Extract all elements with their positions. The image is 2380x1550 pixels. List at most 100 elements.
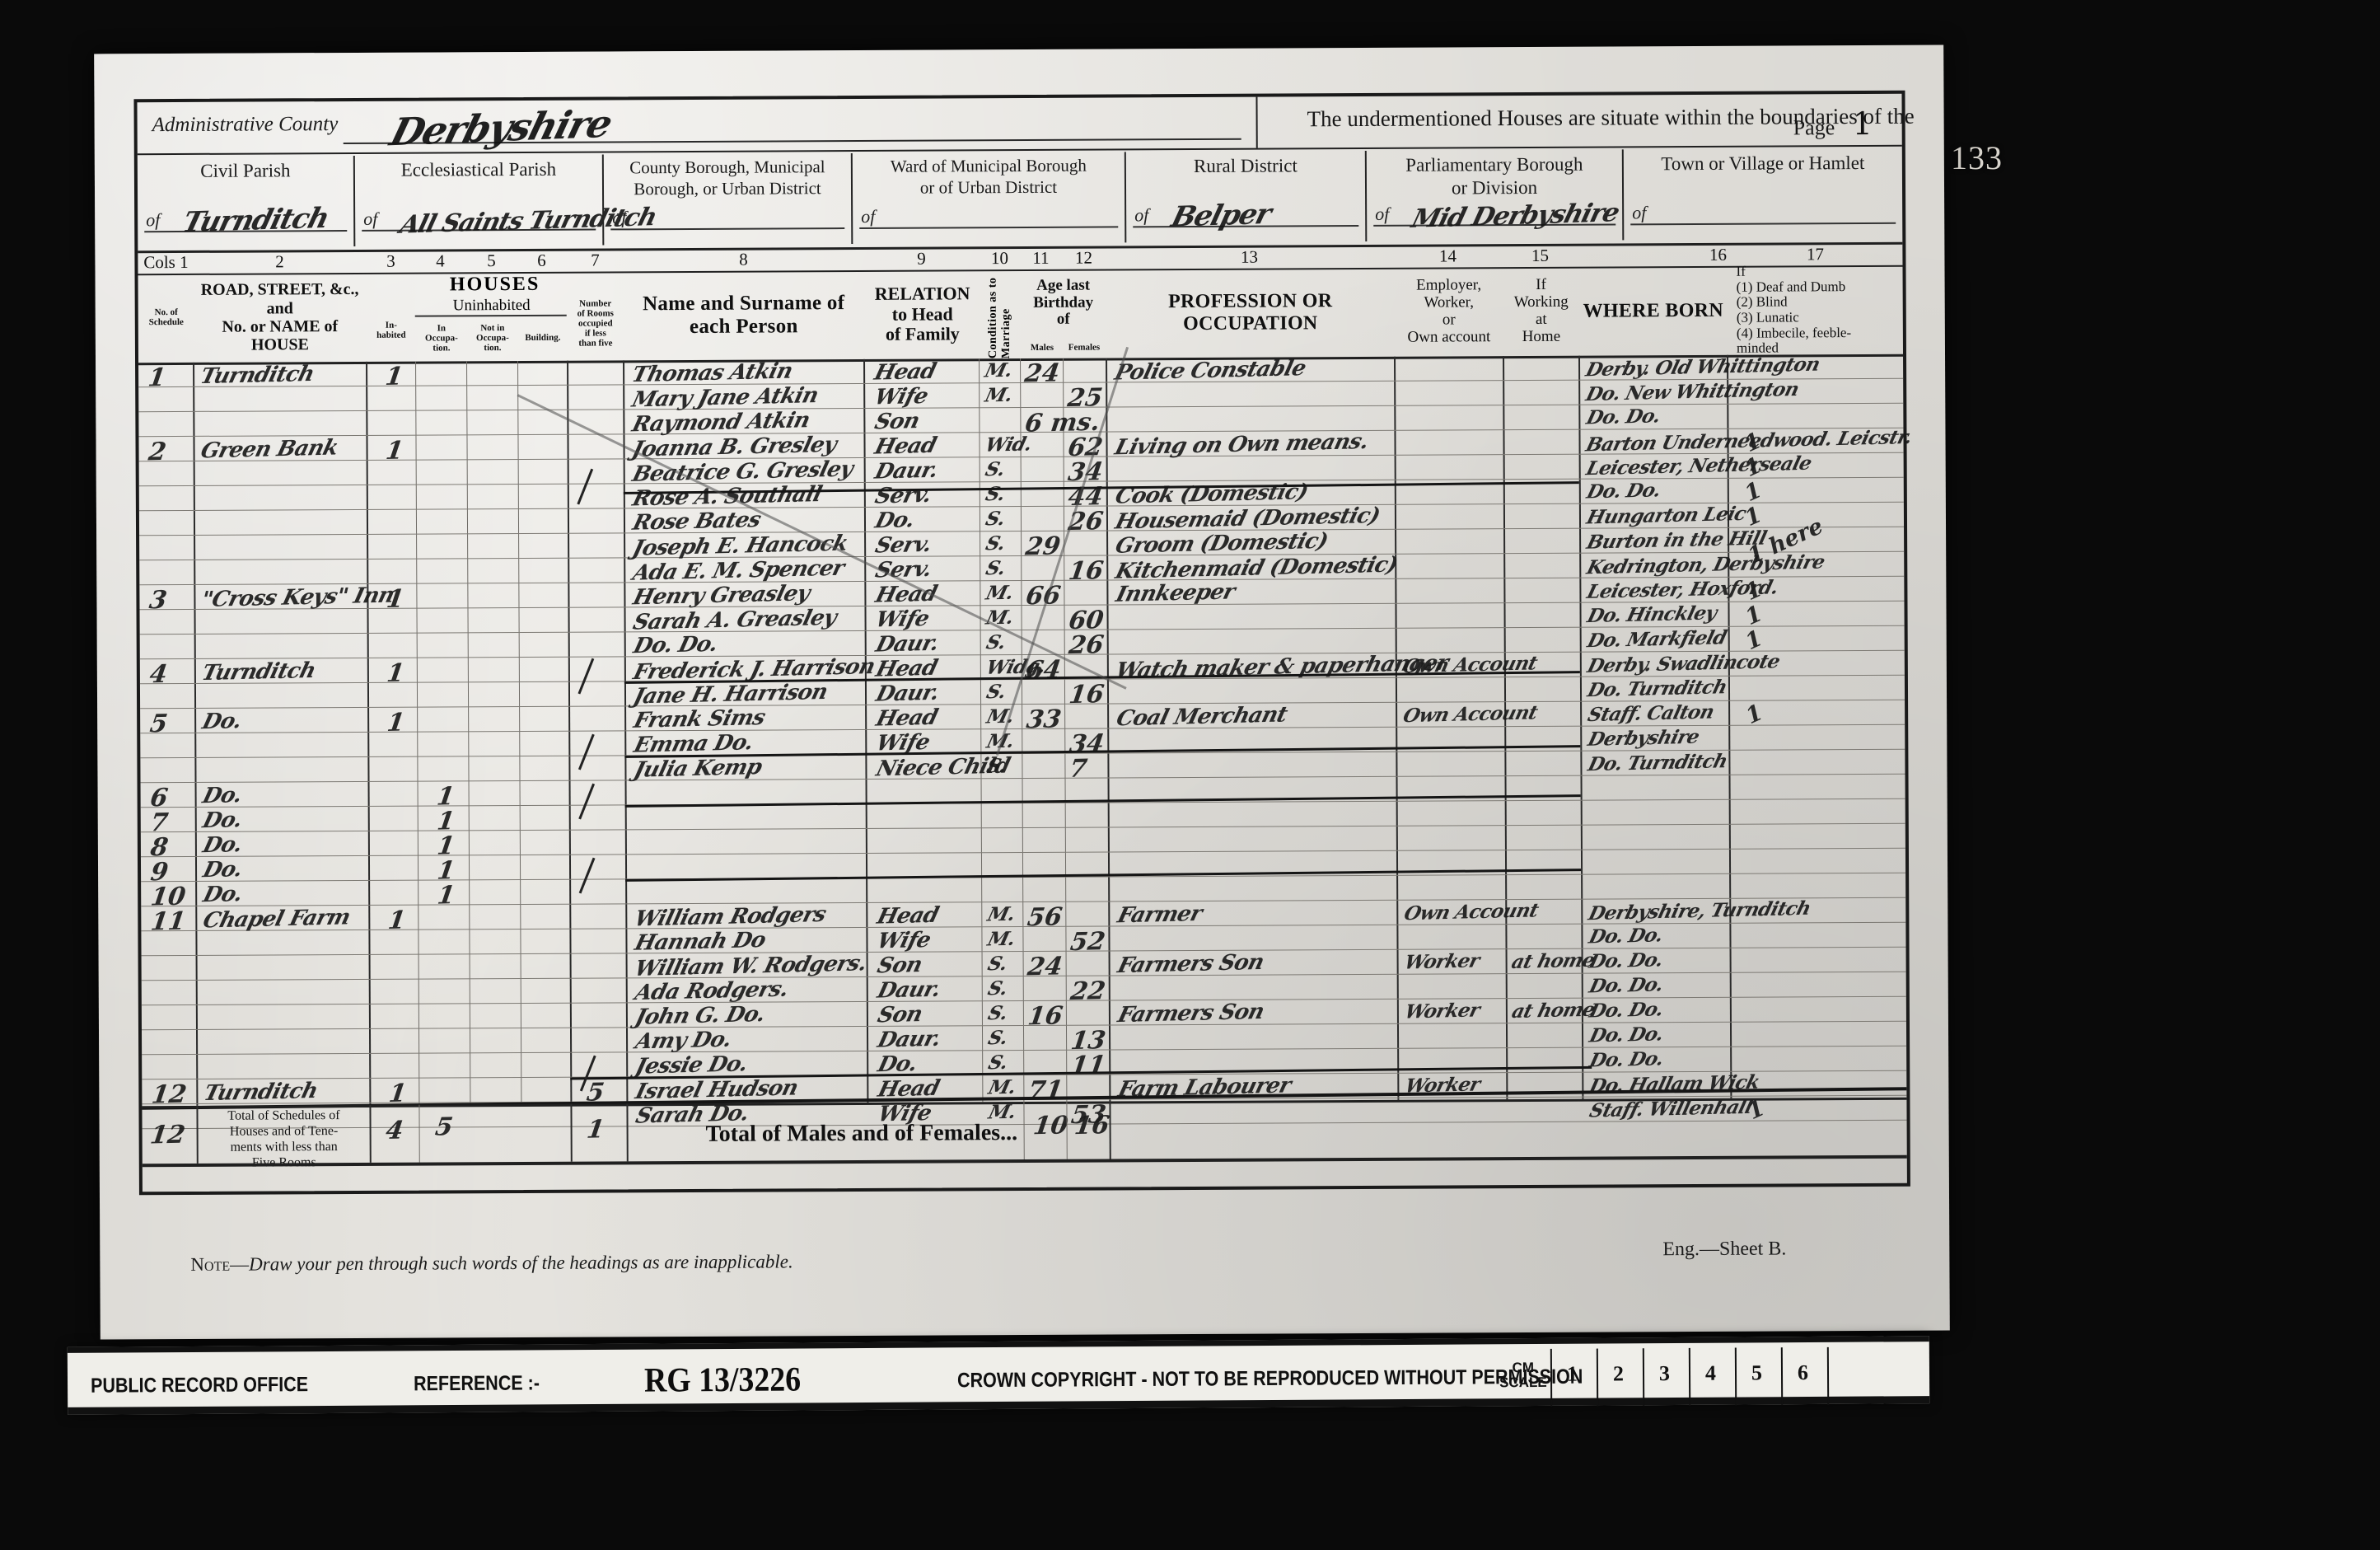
totals-rule-4 [570,1103,573,1162]
cell-inhab: 1 [386,906,408,935]
cell-inhab: 1 [385,708,407,738]
census-table-body: 1 Turnditch 1 Thomas Atkin Head M. 24 Police Co… [138,346,1914,1130]
cell-occupation: Coal Merchant [1113,702,1290,732]
cell-inhab: 1 [383,362,405,391]
cell-born: Do. Do. [1583,405,1663,429]
cell-condition: S. [983,531,1008,555]
cell-male: 33 [1024,705,1064,735]
cell-female: 22 [1068,976,1107,1007]
colnum-8: 8 [739,249,748,269]
colnum-9: 9 [917,248,926,269]
parish-cell-county-borough: County Borough, Municipal Borough, or Ur… [604,150,852,248]
totals-males-females-label: Total of Males and of Females... [705,1120,1018,1147]
cell-relation: Son [875,1002,925,1028]
cell-condition: S. [984,680,1008,704]
header-age-males: Males [1030,342,1054,354]
cell-relation: Do. [872,508,917,534]
cell-male: 24 [1022,358,1062,389]
cell-occupation: Farmers Son [1115,999,1267,1028]
colrule-7 [623,360,629,1104]
cm-scale-ticks: 1 2 3 4 5 6 [68,1342,1929,1407]
colrule-5 [517,360,522,1104]
cell-born: Derbyshire, Turnditch [1586,897,1813,925]
header-name-surname: Name and Surname of each Person [642,292,845,338]
cell-condition: S. [984,630,1008,654]
cell-house: Turnditch [201,1078,320,1107]
cell-relation: Daur. [875,1026,943,1053]
cell-occupation: Watch maker & paperhanger [1113,650,1451,684]
totals-rule-6 [1023,1101,1025,1159]
cell-born: Do. Do. [1587,1023,1666,1047]
pro-reference-label: REFERENCE :- [413,1371,540,1396]
header-infirmity: If (1) Deaf and Dumb (2) Blind (3) Lunat… [1736,263,1852,357]
header-working-at-home: If Working at Home [1513,276,1569,345]
cell-born: Derby. Old Whittington [1583,353,1822,382]
county-borough-of: of [612,207,627,228]
pen-mark-5 [578,857,596,894]
eng-sheet-label: Eng.—Sheet B. [1662,1238,1787,1261]
totals-row: 12 Total of Schedules of Houses and of T… [142,1098,1906,1169]
admin-band-divider [1255,96,1258,148]
cell-house: Do. [199,783,245,809]
cm-tick-rule [1780,1347,1784,1406]
cell-female: 11 [1068,1051,1108,1081]
ecclesiastical-parish-of: of [363,208,378,229]
cell-condition: S. [985,1051,1010,1075]
colrule-13 [1394,356,1400,1100]
header-age-last-birthday: Age last Birthday of [1033,276,1094,329]
ward-of: of [861,205,876,227]
pen-mark-3 [577,733,595,770]
totals-rule-2 [369,1104,372,1163]
cm-tick-number: 2 [1612,1361,1625,1386]
census-page-scan: Administrative County Derbyshire The und… [94,44,1950,1340]
cell-condition: M. [982,358,1015,382]
colrule-1 [193,362,199,1106]
header-road-street: ROAD, STREET, &c., and No. or NAME of HO… [200,280,359,354]
totals-rule-1 [196,1105,199,1164]
parish-cell-parliamentary: Parliamentary Borough or Division of Mid… [1367,146,1623,245]
header-relation: RELATION to Head of Family [874,283,970,345]
header-condition-marriage: Condition as to Marriage [986,277,1013,359]
colrule-2 [366,361,372,1105]
pro-office-label: PUBLIC RECORD OFFICE [90,1373,309,1398]
pen-mark-4 [578,783,596,820]
totals-uninhabited: 5 [433,1112,455,1142]
pen-mark-1 [577,468,594,505]
cell-home: at home [1509,998,1597,1023]
cm-tick-number: 5 [1751,1360,1763,1385]
cell-born: Do. New Whittington [1583,377,1802,406]
cell-name: Thomas Atkin [629,358,795,388]
colnum-12: 12 [1074,247,1092,268]
pen-mark-2 [577,658,595,695]
colnum-6: 6 [537,250,546,270]
header-building: Building. [525,332,561,344]
census-form: Administrative County Derbyshire The und… [133,90,1915,1275]
totals-schedule-count: 12 [148,1120,187,1150]
cell-female: 52 [1068,927,1107,958]
parliamentary-title: Parliamentary Borough or Division [1405,153,1583,199]
cell-name: Julia Kemp [631,755,764,783]
cell-born: Do. Turnditch [1585,676,1729,702]
civil-parish-of: of [146,209,161,231]
ward-title: Ward of Municipal Borough or of Urban Di… [890,155,1087,198]
cell-name: Hannah Do [632,928,769,956]
colnum-4: 4 [436,251,445,271]
cm-tick-number: 6 [1797,1360,1809,1385]
cell-uninh_occ: 1 [435,881,457,911]
totals-rule-3 [418,1104,420,1163]
cell-sched: 4 [147,659,170,690]
cell-condition: M. [984,902,1017,926]
cell-inhab: 1 [385,584,406,614]
cell-born: Leicester, Netherseale [1583,452,1814,480]
parish-cell-civil: Civil Parish of Turnditch [138,152,354,251]
administrative-county-value: Derbyshire [386,101,616,155]
colrule-4 [466,361,471,1105]
cell-male: 56 [1025,902,1064,933]
cell-condition: M. [985,927,1017,951]
cell-inhab: 1 [385,658,407,688]
cm-scale-label: CM SCALE [1499,1360,1547,1391]
cell-name: Rose Bates [629,508,764,536]
colrule-9 [979,358,984,1103]
town-village-of: of [1632,202,1647,223]
cm-tick-rule [1826,1346,1830,1405]
